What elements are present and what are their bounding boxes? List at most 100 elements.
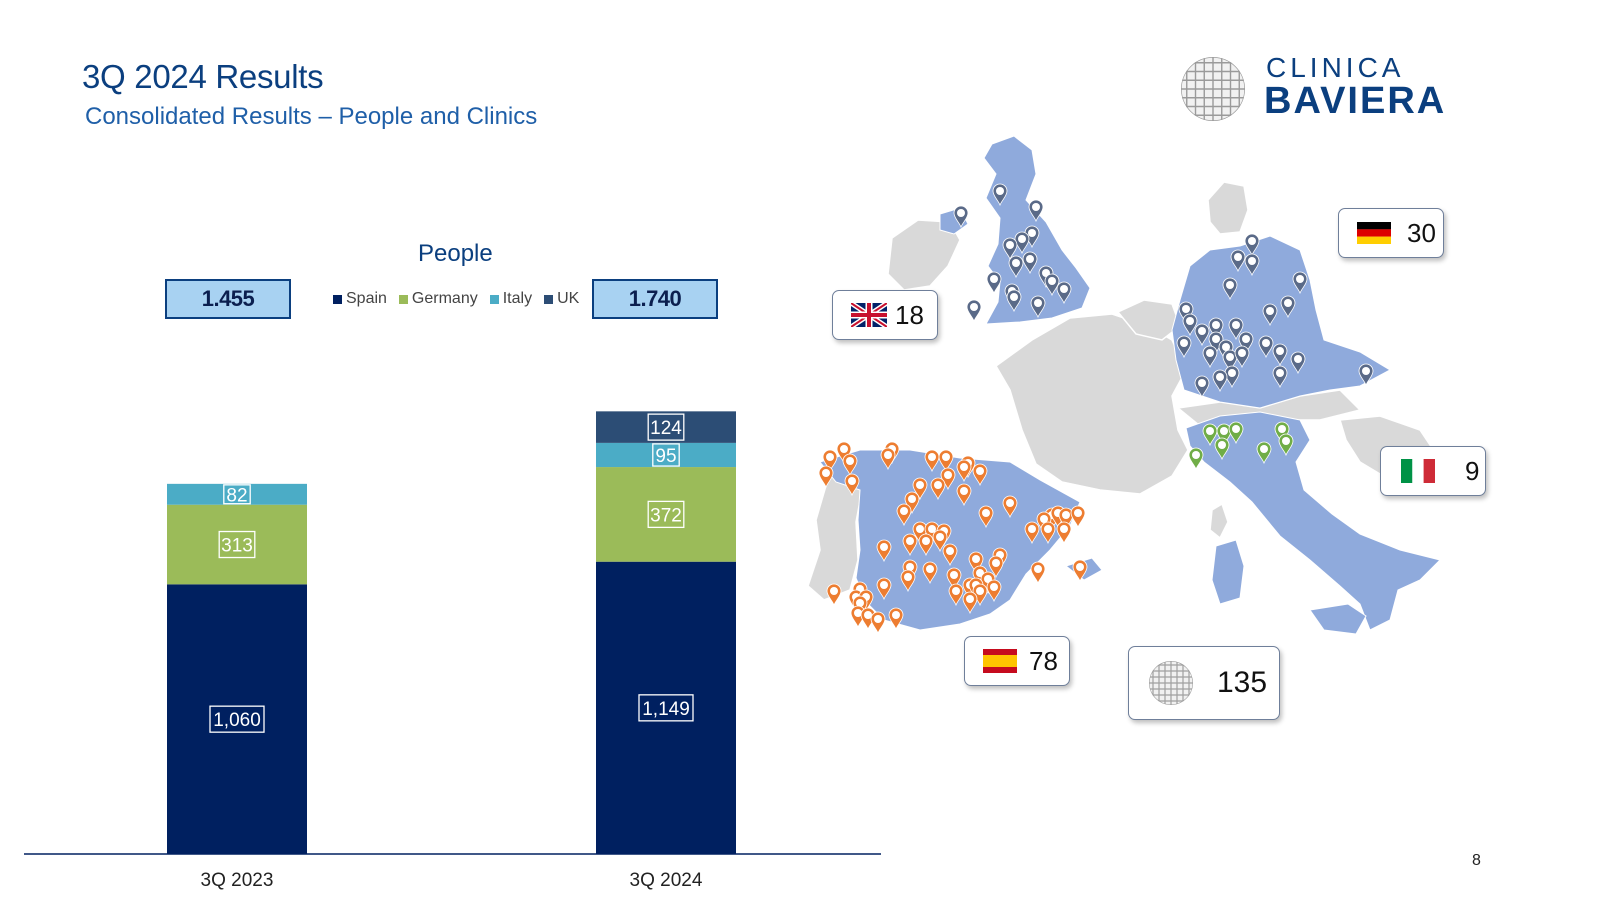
map-pin-spain-18 [1002, 495, 1018, 519]
globe-logo-icon [1181, 57, 1245, 121]
legend-swatch-spain [333, 294, 342, 304]
map-pin-germany-4 [1222, 277, 1238, 301]
map-pin-spain-13 [930, 477, 946, 501]
map-pin-uk-5 [1002, 237, 1018, 261]
card-total-count: 135 [1217, 666, 1268, 699]
map-pin-germany-24 [1212, 369, 1228, 393]
map-pin-spain-27 [1056, 521, 1072, 545]
map-pin-germany-17 [1234, 345, 1250, 369]
card-italy-count: 9 [1465, 455, 1480, 486]
map-pin-uk-11 [986, 271, 1002, 295]
legend-label-germany: Germany [411, 290, 478, 307]
data-label-italy-0: 82 [226, 485, 247, 506]
map-pin-uk-10 [1056, 281, 1072, 305]
map-corsica [1209, 502, 1229, 540]
map-pin-spain-60 [826, 583, 842, 607]
map-pin-uk-3 [1024, 225, 1040, 249]
map-pin-spain-57 [860, 607, 876, 631]
map-pin-spain-33 [932, 529, 948, 553]
map-pin-spain-34 [876, 539, 892, 563]
map-pin-germany-6 [1262, 303, 1278, 327]
map-pin-spain-62 [1072, 559, 1088, 583]
total-3q2023-box: 1.455 [165, 279, 291, 319]
map-pin-italy-1 [1216, 423, 1232, 447]
card-spain: 78 [964, 636, 1070, 686]
legend-label-italy: Italy [502, 290, 533, 307]
map-pin-germany-16 [1222, 349, 1238, 373]
map-pin-germany-23 [1224, 365, 1240, 389]
map-pin-germany-12 [1238, 331, 1254, 355]
map-pin-germany-21 [1290, 351, 1306, 375]
map-pin-spain-43 [946, 567, 962, 591]
bar-segment-germany-0 [167, 504, 307, 585]
legend-swatch-germany [398, 294, 408, 304]
map-pin-uk-1 [1028, 199, 1044, 223]
map-pin-spain-14 [912, 477, 928, 501]
page-number: 8 [1472, 852, 1481, 869]
map-pin-spain-50 [962, 591, 978, 615]
globe-logo-icon [1149, 661, 1193, 705]
map-pin-spain-15 [904, 491, 920, 515]
legend-item-germany: Germany [398, 290, 478, 308]
map-pin-italy-0 [1202, 423, 1218, 447]
map-pin-uk-7 [1008, 255, 1024, 279]
map-pin-uk-4 [1014, 231, 1030, 255]
map-sicily [1309, 603, 1367, 635]
map-pin-uk-2 [953, 205, 969, 229]
data-label-box-italy-0 [223, 484, 251, 505]
bar-segment-spain-0 [167, 584, 307, 854]
map-pin-italy-5 [1256, 441, 1272, 465]
map-pin-spain-17 [956, 483, 972, 507]
map-pin-germany-8 [1182, 313, 1198, 337]
europe-clinics-map [807, 135, 1441, 635]
bar-segment-germany-1 [596, 467, 736, 562]
map-pin-spain-37 [968, 551, 984, 575]
map-pin-spain-47 [986, 579, 1002, 603]
map-pin-spain-53 [876, 577, 892, 601]
spain-flag-icon [983, 649, 1017, 673]
card-germany: 30 [1338, 208, 1444, 258]
bar-segment-uk-1 [596, 411, 736, 443]
legend-item-spain: Spain [333, 290, 387, 308]
map-pin-spain-26 [1040, 521, 1056, 545]
map-pin-spain-4 [844, 473, 860, 497]
map-pin-uk-6 [1022, 251, 1038, 275]
card-uk-count: 18 [895, 299, 924, 330]
card-italy: 9 [1380, 446, 1486, 496]
legend-label-spain: Spain [346, 290, 387, 307]
map-pin-spain-1 [822, 449, 838, 473]
map-pin-spain-10 [972, 463, 988, 487]
data-label-box-germany-0 [218, 530, 256, 559]
map-sardinia [1211, 539, 1245, 605]
chart-legend: Spain Germany Italy UK [333, 290, 579, 308]
map-pin-germany-20 [1272, 343, 1288, 367]
data-label-uk-1: 124 [650, 418, 682, 439]
map-pin-germany-3 [1292, 271, 1308, 295]
map-pin-spain-24 [1070, 505, 1086, 529]
map-pin-spain-58 [870, 611, 886, 635]
map-pin-germany-26 [1358, 363, 1374, 387]
map-pin-spain-39 [900, 569, 916, 593]
clinic-pins [818, 183, 1374, 635]
map-pin-spain-11 [956, 459, 972, 483]
card-uk: 18 [832, 290, 938, 340]
map-pin-uk-13 [1030, 295, 1046, 319]
map-pin-spain-59 [888, 607, 904, 631]
data-label-italy-1: 95 [655, 446, 676, 467]
stacked-bar-chart: 1,060 313 82 3Q 2023 1,149 372 95 124 3Q 2024 [24, 411, 881, 891]
map-italy [1185, 411, 1441, 631]
map-pin-uk-0 [992, 183, 1008, 207]
map-pin-spain-16 [896, 503, 912, 527]
card-total: 135 [1128, 646, 1280, 720]
logo-word-clinica: CLINICA [1266, 52, 1405, 83]
legend-swatch-italy [489, 294, 499, 304]
bar-segment-italy-0 [167, 483, 307, 505]
map-pin-germany-18 [1176, 335, 1192, 359]
map-pin-italy-6 [1214, 437, 1230, 461]
map-pin-spain-40 [922, 561, 938, 585]
map-pin-germany-11 [1228, 317, 1244, 341]
card-spain-count: 78 [1029, 645, 1058, 676]
map-pin-uk-9 [1044, 273, 1060, 297]
italy-flag-icon [1401, 459, 1435, 483]
bar-segment-italy-1 [596, 442, 736, 468]
